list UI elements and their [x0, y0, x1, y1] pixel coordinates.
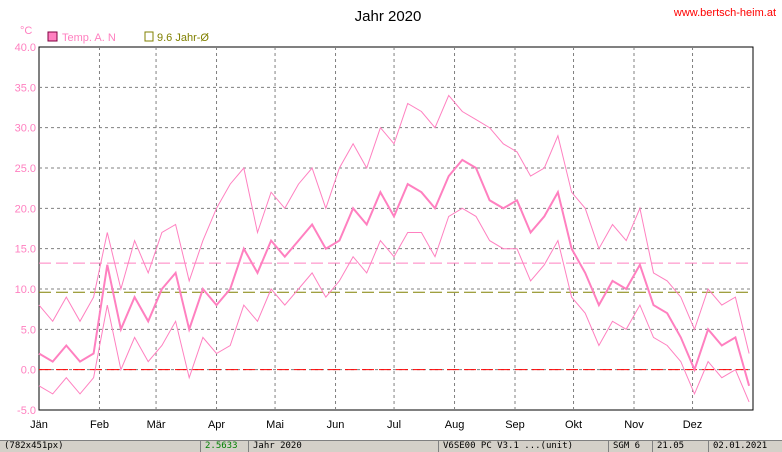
legend-label-avg: 9.6 Jahr-Ø [157, 32, 209, 44]
x-axis-ticks: Jän Feb Mär Apr Mai Jun Jul Aug Sep Okt Nov Dez [30, 419, 702, 431]
y-tick-label: 30.0 [15, 123, 36, 135]
chart: Jahr 2020 www.bertsch-heim.at °C Temp. A… [15, 7, 776, 431]
y-tick-label: 20.0 [15, 203, 36, 215]
x-tick-label: Aug [445, 419, 465, 431]
y-tick-label: -5.0 [17, 405, 36, 417]
legend-label-temp: Temp. A. N [62, 32, 116, 44]
series-lines [38, 94, 751, 403]
y-tick-label: 25.0 [15, 163, 36, 175]
x-tick-label: Mai [266, 419, 284, 431]
y-tick-label: 35.0 [15, 82, 36, 94]
status-segment-mode: SGM 6 [608, 441, 657, 452]
status-segment-time: 21.05 [652, 441, 713, 452]
x-tick-label: Dez [683, 419, 703, 431]
x-tick-label: Jän [30, 419, 48, 431]
series-line-mean [38, 158, 751, 387]
y-tick-label: 15.0 [15, 244, 36, 256]
status-segment-title: Jahr 2020 [248, 441, 443, 452]
y-tick-label: 5.0 [21, 324, 36, 336]
x-tick-label: Okt [565, 419, 582, 431]
grid [39, 47, 753, 410]
website-label: www.bertsch-heim.at [673, 7, 776, 19]
plot-area [38, 46, 754, 411]
y-axis-ticks: -5.0 0.0 5.0 10.0 15.0 20.0 25.0 30.0 35.0 40.0 [15, 42, 36, 417]
y-tick-label: 10.0 [15, 284, 36, 296]
status-segment-value: 2.5633 [200, 441, 253, 452]
x-tick-label: Jun [327, 419, 345, 431]
reference-lines [39, 262, 753, 371]
status-segment-date: 02.01.2021 [708, 441, 782, 452]
x-tick-label: Sep [505, 419, 525, 431]
status-bar: (782x451px) 2.5633 Jahr 2020 V6SE00 PC V… [0, 440, 782, 452]
x-tick-label: Jul [387, 419, 401, 431]
status-segment-version: V6SE00 PC V3.1 ...(unit) [438, 441, 613, 452]
x-tick-label: Apr [208, 419, 225, 431]
legend-marker-avg [144, 31, 154, 42]
legend-marker-temp [47, 31, 58, 42]
x-tick-label: Nov [624, 419, 644, 431]
status-segment-size: (782x451px) [4, 441, 64, 451]
y-tick-label: 0.0 [21, 365, 36, 377]
series-line-min [38, 207, 750, 403]
series-line-max [38, 94, 750, 354]
y-tick-label: 40.0 [15, 42, 36, 54]
x-tick-label: Mär [147, 419, 166, 431]
legend: Temp. A. N 9.6 Jahr-Ø [47, 31, 209, 44]
y-unit-label: °C [20, 25, 32, 37]
chart-title: Jahr 2020 [355, 8, 422, 25]
x-tick-label: Feb [90, 419, 109, 431]
